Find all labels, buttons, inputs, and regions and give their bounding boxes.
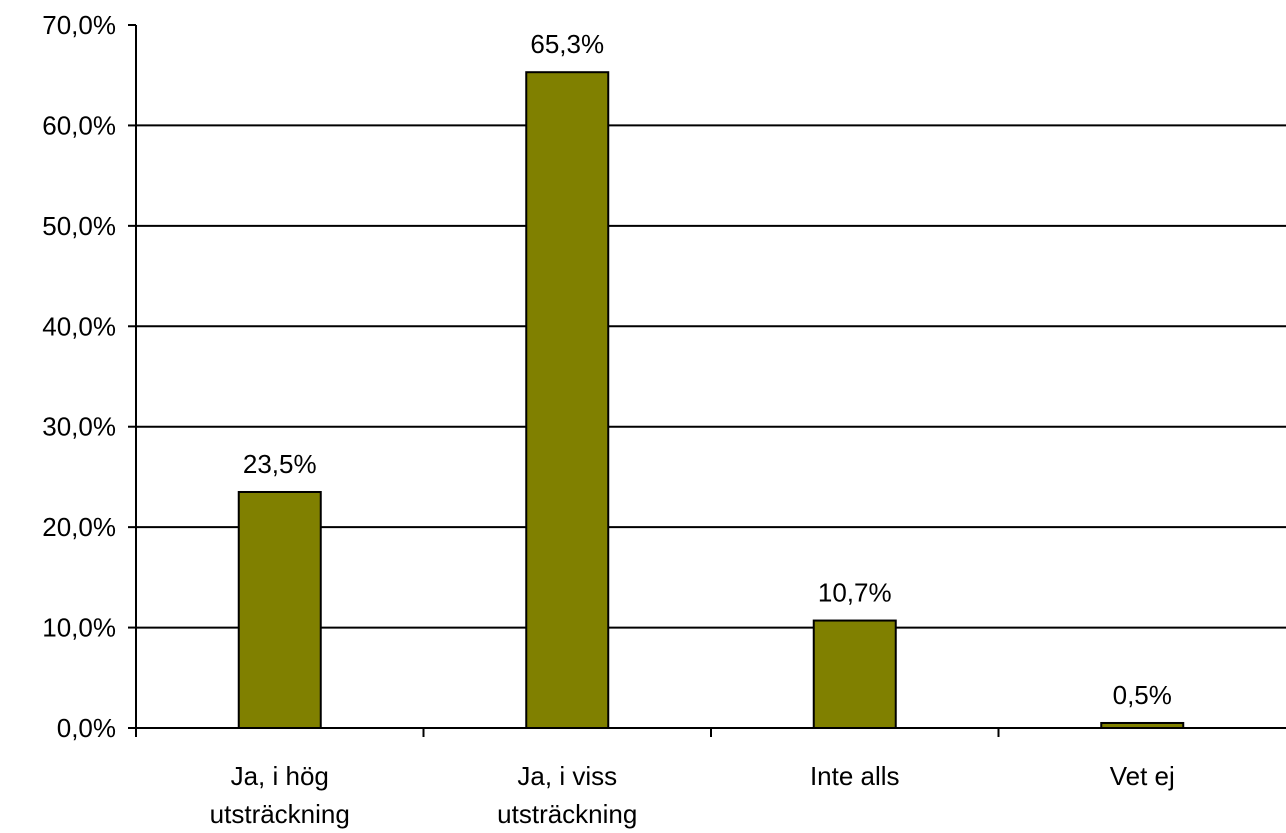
y-tick-label: 50,0%	[42, 211, 116, 241]
bar	[1100, 721, 1185, 730]
axes	[128, 24, 1286, 737]
gridlines	[136, 124, 1286, 629]
category-label: utsträckning	[497, 799, 637, 829]
data-label: 10,7%	[818, 578, 892, 608]
category-label: Ja, i hög	[231, 761, 329, 791]
bar	[237, 490, 322, 729]
category-label: utsträckning	[210, 799, 350, 829]
y-tick-label: 20,0%	[42, 512, 116, 542]
data-label: 23,5%	[243, 449, 317, 479]
y-tick-label: 40,0%	[42, 311, 116, 341]
y-tick-label: 60,0%	[42, 110, 116, 140]
data-label: 0,5%	[1113, 680, 1172, 710]
category-label: Inte alls	[810, 761, 900, 791]
y-tick-label: 0,0%	[57, 713, 116, 743]
bar	[525, 71, 610, 730]
y-tick-label: 70,0%	[42, 10, 116, 40]
bar	[812, 619, 897, 730]
bars	[237, 71, 1185, 730]
y-tick-label: 10,0%	[42, 613, 116, 643]
category-label: Ja, i viss	[517, 761, 617, 791]
category-label: Vet ej	[1110, 761, 1175, 791]
data-label: 65,3%	[530, 29, 604, 59]
y-tick-label: 30,0%	[42, 412, 116, 442]
labels: 0,0% 10,0% 20,0% 30,0% 40,0% 50,0% 60,0% 70,0% 2…	[42, 10, 1175, 829]
